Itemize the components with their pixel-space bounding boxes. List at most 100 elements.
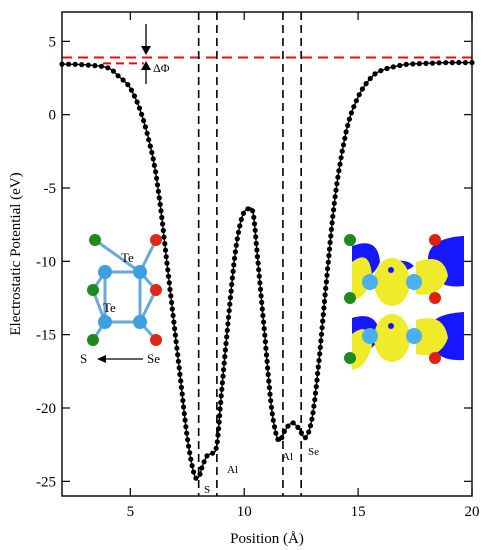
data-point bbox=[180, 397, 186, 404]
data-point bbox=[275, 436, 281, 442]
data-point bbox=[328, 233, 334, 239]
data-point bbox=[266, 378, 272, 384]
red-atom bbox=[150, 334, 162, 346]
data-point bbox=[378, 68, 384, 74]
data-point bbox=[115, 73, 121, 79]
y-tick-label: -20 bbox=[36, 401, 56, 417]
data-point bbox=[219, 380, 225, 386]
inset-charge-density bbox=[344, 232, 464, 370]
data-point bbox=[462, 60, 468, 66]
data-point bbox=[327, 239, 333, 246]
data-point bbox=[259, 306, 265, 312]
data-point bbox=[189, 463, 195, 469]
data-point bbox=[429, 60, 436, 66]
x-tick-label: 20 bbox=[465, 504, 480, 520]
delta-phi-arrowhead-down bbox=[141, 46, 151, 55]
data-point bbox=[105, 65, 111, 71]
data-point bbox=[265, 371, 271, 378]
data-point bbox=[257, 286, 264, 292]
data-point bbox=[191, 469, 197, 475]
data-point bbox=[256, 267, 262, 273]
data-point bbox=[66, 61, 72, 67]
data-point bbox=[258, 293, 264, 299]
green-atom bbox=[89, 234, 101, 246]
data-point bbox=[268, 404, 275, 410]
data-point bbox=[315, 370, 321, 377]
data-point bbox=[165, 267, 171, 273]
data-point bbox=[225, 314, 232, 320]
data-point bbox=[356, 92, 362, 98]
data-point bbox=[264, 358, 270, 364]
blue-atom bbox=[362, 328, 378, 344]
data-point bbox=[160, 227, 166, 234]
data-point bbox=[210, 450, 216, 456]
data-point bbox=[224, 327, 230, 333]
y-tick-label: -10 bbox=[36, 254, 56, 270]
data-point bbox=[309, 416, 315, 422]
green-atom bbox=[344, 352, 356, 364]
data-point bbox=[423, 60, 429, 66]
data-point bbox=[222, 347, 228, 353]
data-point bbox=[170, 312, 176, 319]
bond bbox=[94, 238, 141, 274]
data-point bbox=[295, 424, 301, 430]
data-point bbox=[363, 81, 369, 87]
red-atom bbox=[429, 352, 441, 364]
data-point bbox=[416, 61, 422, 67]
data-point bbox=[331, 200, 337, 206]
data-point bbox=[167, 286, 173, 292]
data-point bbox=[161, 234, 167, 240]
data-point bbox=[367, 75, 373, 82]
data-point bbox=[169, 306, 175, 312]
data-point bbox=[141, 118, 147, 124]
data-point bbox=[174, 345, 180, 351]
data-point bbox=[179, 391, 185, 397]
data-point bbox=[260, 312, 266, 319]
data-point bbox=[187, 450, 193, 456]
data-point bbox=[436, 60, 442, 66]
data-point bbox=[285, 423, 291, 429]
x-tick-label: 15 bbox=[351, 504, 366, 520]
blue-atom bbox=[406, 274, 422, 290]
data-point bbox=[333, 187, 339, 193]
data-point bbox=[240, 210, 247, 216]
data-point bbox=[390, 64, 396, 70]
data-point bbox=[279, 435, 285, 441]
data-point bbox=[131, 93, 137, 99]
blue-atom bbox=[133, 265, 147, 279]
green-atom bbox=[344, 292, 356, 304]
data-point bbox=[321, 305, 327, 311]
data-point bbox=[185, 437, 191, 443]
reference-lines bbox=[62, 12, 472, 496]
data-point bbox=[134, 99, 140, 105]
data-point bbox=[343, 129, 349, 135]
data-point bbox=[165, 273, 172, 279]
data-point bbox=[177, 371, 183, 377]
green-atom bbox=[344, 234, 356, 246]
red-atom bbox=[150, 234, 162, 246]
data-point bbox=[226, 308, 232, 314]
data-point bbox=[164, 260, 170, 266]
data-point bbox=[166, 280, 172, 286]
inset-label-te-bottom: Te bbox=[103, 300, 116, 315]
data-point bbox=[171, 319, 177, 325]
yellow-lobe bbox=[416, 318, 448, 356]
data-point bbox=[312, 390, 319, 396]
data-point bbox=[314, 377, 320, 383]
data-point bbox=[178, 378, 184, 384]
data-point bbox=[334, 181, 340, 187]
inset-label-s: S bbox=[80, 351, 87, 366]
blue-atom bbox=[406, 328, 422, 344]
data-point bbox=[302, 435, 308, 441]
yellow-lobe bbox=[374, 314, 410, 362]
data-point bbox=[154, 182, 161, 188]
axes bbox=[61, 11, 473, 497]
data-point bbox=[323, 279, 329, 285]
inset-arrowhead bbox=[97, 355, 106, 363]
data-point bbox=[317, 351, 323, 357]
data-point bbox=[315, 364, 321, 370]
data-point bbox=[225, 321, 231, 327]
data-point bbox=[183, 424, 189, 430]
data-point bbox=[232, 249, 238, 255]
